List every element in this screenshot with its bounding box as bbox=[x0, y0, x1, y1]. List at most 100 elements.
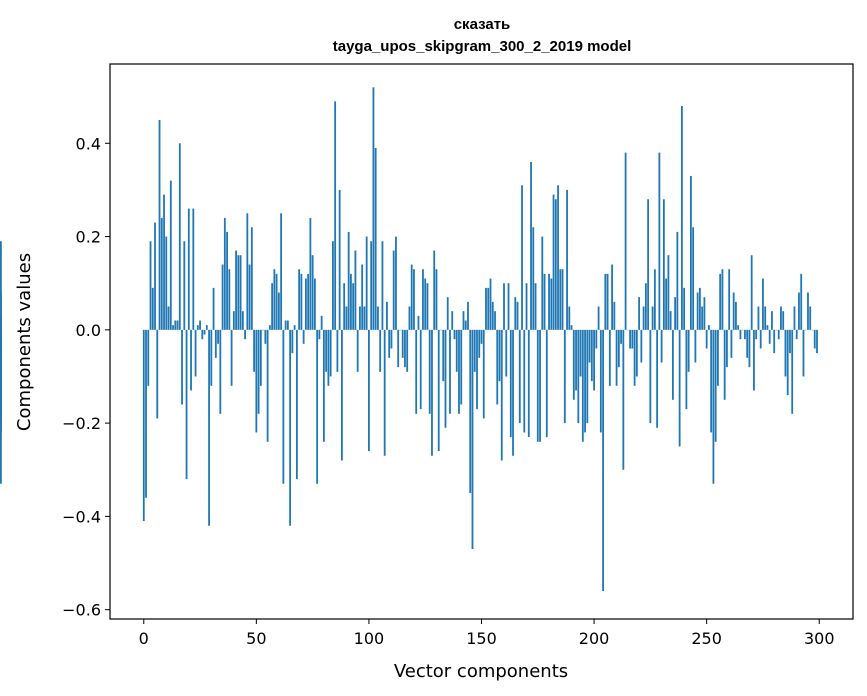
bar-193 bbox=[577, 329, 580, 424]
bar-21 bbox=[190, 329, 192, 391]
bar-160 bbox=[503, 283, 505, 330]
bar-undefined bbox=[0, 292, 2, 330]
bars-layer bbox=[0, 87, 818, 592]
bar-299 bbox=[816, 329, 818, 354]
bar-251 bbox=[708, 325, 710, 330]
bar-264 bbox=[737, 325, 740, 330]
bar-44 bbox=[241, 311, 244, 330]
bar-177 bbox=[541, 236, 544, 330]
bar-37 bbox=[226, 231, 228, 330]
bar-277 bbox=[766, 325, 769, 330]
bar-217 bbox=[631, 329, 634, 349]
bar-184 bbox=[557, 185, 559, 330]
y-tick-label-4: 0.2 bbox=[76, 228, 101, 247]
bar-258 bbox=[723, 329, 726, 400]
bar-295 bbox=[807, 292, 809, 330]
bar-23 bbox=[194, 329, 197, 377]
bar-197 bbox=[586, 329, 589, 424]
bar-81 bbox=[325, 329, 328, 372]
bar-78 bbox=[318, 329, 321, 340]
bar-47 bbox=[248, 264, 251, 330]
bar-34 bbox=[219, 329, 222, 414]
bar-38 bbox=[228, 269, 231, 330]
bar-63 bbox=[284, 320, 287, 330]
bar-13 bbox=[172, 325, 174, 330]
bar-222 bbox=[642, 306, 645, 330]
bar-93 bbox=[352, 283, 355, 330]
bar-278 bbox=[768, 329, 771, 344]
bar-247 bbox=[699, 287, 701, 330]
bar-223 bbox=[644, 283, 647, 330]
bar-166 bbox=[516, 301, 519, 330]
bar-183 bbox=[554, 199, 557, 330]
bar-58 bbox=[273, 269, 276, 330]
bar-undefined bbox=[0, 329, 2, 335]
bar-208 bbox=[611, 264, 613, 330]
bar-280 bbox=[773, 329, 776, 354]
bar-174 bbox=[534, 283, 537, 330]
bar-255 bbox=[717, 329, 719, 386]
bar-126 bbox=[426, 283, 429, 330]
bar-74 bbox=[309, 217, 312, 330]
bar-200 bbox=[593, 329, 595, 391]
bar-279 bbox=[771, 311, 773, 330]
bar-175 bbox=[536, 329, 539, 442]
bar-75 bbox=[311, 255, 314, 330]
bar-158 bbox=[498, 329, 501, 382]
bar-167 bbox=[518, 329, 521, 424]
bar-161 bbox=[505, 329, 508, 377]
bar-85 bbox=[334, 101, 337, 330]
bar-106 bbox=[381, 241, 384, 330]
y-axis-label: Components values bbox=[14, 253, 35, 431]
bar-103 bbox=[374, 147, 377, 330]
bar-176 bbox=[539, 329, 541, 442]
bar-26 bbox=[201, 329, 204, 340]
bar-79 bbox=[320, 315, 323, 330]
y-tick-label-2: −0.2 bbox=[62, 414, 101, 433]
bar-216 bbox=[629, 329, 631, 349]
bar-17 bbox=[181, 329, 183, 405]
bar-125 bbox=[424, 278, 427, 330]
bar-229 bbox=[658, 152, 661, 330]
bar-298 bbox=[813, 329, 816, 349]
bar-68 bbox=[295, 329, 298, 480]
bar-261 bbox=[730, 329, 733, 358]
bar-55 bbox=[266, 329, 269, 442]
bar-2 bbox=[147, 329, 150, 386]
bar-170 bbox=[525, 283, 528, 330]
x-tick-label-50: 50 bbox=[246, 629, 266, 648]
bar-108 bbox=[386, 301, 388, 330]
bar-164 bbox=[512, 329, 514, 456]
bar-248 bbox=[701, 306, 704, 330]
bar-42 bbox=[237, 255, 240, 330]
bar-201 bbox=[595, 329, 598, 349]
bar-224 bbox=[647, 199, 650, 330]
bar-226 bbox=[651, 306, 654, 330]
bar-138 bbox=[453, 329, 456, 340]
bar-124 bbox=[422, 269, 424, 330]
bar-36 bbox=[223, 217, 226, 330]
bar-130 bbox=[435, 269, 438, 330]
bar-291 bbox=[798, 292, 800, 330]
bar-156 bbox=[494, 311, 496, 330]
bar-232 bbox=[665, 278, 668, 330]
bar-100 bbox=[368, 329, 370, 452]
bar-67 bbox=[293, 325, 296, 330]
bar-206 bbox=[606, 273, 609, 330]
bar-286 bbox=[786, 329, 789, 396]
bar-90 bbox=[345, 306, 348, 330]
bar-83 bbox=[329, 329, 332, 377]
bar-181 bbox=[550, 278, 553, 330]
bar-35 bbox=[221, 264, 224, 330]
bar-220 bbox=[638, 297, 641, 330]
bar-110 bbox=[390, 329, 393, 349]
bar-107 bbox=[383, 329, 386, 456]
bar-128 bbox=[431, 329, 433, 456]
bar-0 bbox=[142, 329, 145, 522]
bar-62 bbox=[282, 329, 285, 484]
bar-43 bbox=[239, 255, 242, 330]
bar-139 bbox=[455, 329, 458, 372]
bar-84 bbox=[332, 241, 334, 330]
bar-149 bbox=[478, 329, 481, 358]
bar-15 bbox=[176, 320, 179, 330]
